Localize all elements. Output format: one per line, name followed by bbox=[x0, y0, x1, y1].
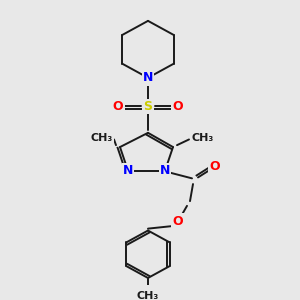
Text: N: N bbox=[123, 164, 133, 177]
Text: CH₃: CH₃ bbox=[137, 291, 159, 300]
Text: N: N bbox=[160, 164, 170, 177]
Text: N: N bbox=[143, 71, 153, 84]
Text: S: S bbox=[143, 100, 152, 113]
Text: CH₃: CH₃ bbox=[191, 133, 213, 142]
Text: O: O bbox=[113, 100, 123, 113]
Text: O: O bbox=[173, 214, 183, 227]
Text: O: O bbox=[173, 100, 183, 113]
Text: CH₃: CH₃ bbox=[91, 133, 113, 142]
Text: O: O bbox=[210, 160, 220, 172]
